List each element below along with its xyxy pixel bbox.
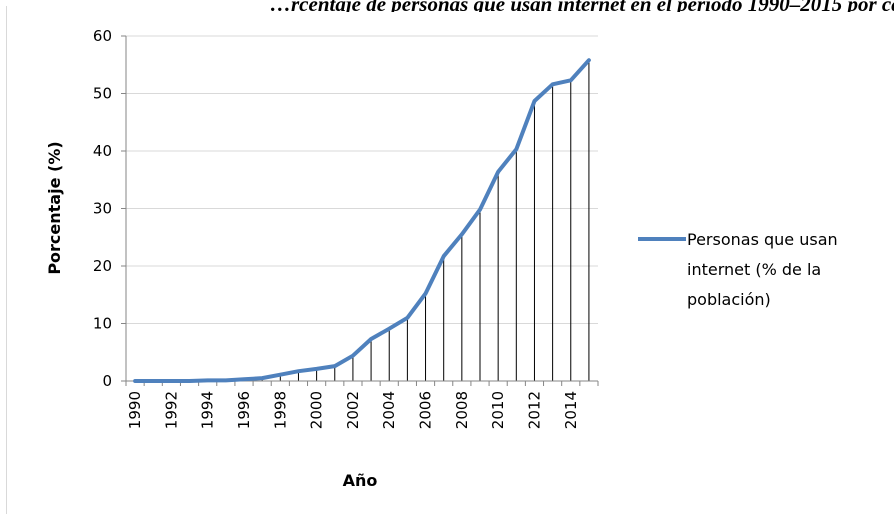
x-tick-label: 1992 [162, 391, 180, 429]
x-tick-labels: 1990 1992 1994 1996 1998 2000 2002 2004 2006 2008… [126, 391, 580, 429]
y-tick-label: 30 [93, 200, 112, 218]
x-tick-label: 2004 [380, 391, 398, 429]
x-tick-label: 2000 [308, 391, 326, 429]
y-tick-label: 40 [93, 142, 112, 160]
x-tick-label: 2006 [417, 391, 435, 429]
drop-lines [207, 60, 590, 381]
x-tick-label: 2008 [453, 391, 471, 429]
legend-label-line-3: población) [687, 290, 771, 309]
chart-frame [6, 6, 893, 514]
x-tick-label: 1994 [199, 391, 217, 429]
y-axis-label: Porcentaje (%) [45, 141, 64, 274]
y-tick-label: 10 [93, 315, 112, 333]
x-tick-label: 1996 [235, 391, 253, 429]
y-tick-label: 50 [93, 85, 112, 103]
x-tick-label: 1990 [126, 391, 144, 429]
x-tick-label: 2010 [489, 391, 507, 429]
x-tick-label: 2012 [525, 391, 543, 429]
y-tick-label: 20 [93, 257, 112, 275]
x-tick-label: 2014 [562, 391, 580, 429]
y-tick-label: 60 [93, 27, 112, 45]
gridlines [126, 35, 598, 324]
x-tick-label: 2002 [344, 391, 362, 429]
x-tick-label: 1998 [271, 391, 289, 429]
legend-label-line-1: Personas que usan [687, 230, 838, 249]
series-line [133, 58, 591, 383]
y-tick-labels: 0 10 20 30 40 50 60 [93, 27, 112, 390]
series-layer [133, 58, 591, 383]
y-tick-label: 0 [102, 372, 112, 390]
legend-label-line-2: internet (% de la [687, 260, 821, 279]
axes [121, 35, 599, 386]
x-axis-label: Año [343, 471, 378, 490]
header-text: …rcentaje de personas que usan internet … [270, 0, 894, 12]
legend: Personas que usan internet (% de la pobl… [638, 230, 838, 309]
